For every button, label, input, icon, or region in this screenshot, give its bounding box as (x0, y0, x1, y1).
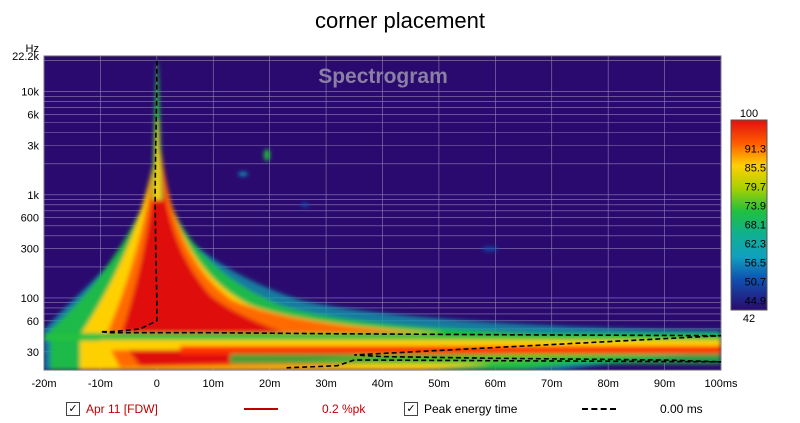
series-2-value-wrap: 0.00 ms (660, 399, 703, 419)
x-tick-label: 100ms (704, 378, 738, 390)
series-2-name: Peak energy time (424, 402, 518, 416)
blob-2 (238, 172, 248, 176)
x-tick-label: 0 (154, 378, 160, 390)
y-tick-label: 1k (27, 190, 39, 202)
series-1-swatch-wrap (244, 399, 278, 419)
x-tick-label: 10m (203, 378, 224, 390)
series-1-swatch (244, 408, 278, 410)
x-tick-label: 20m (259, 378, 280, 390)
x-tick-label: 40m (372, 378, 393, 390)
y-tick-label: 600 (21, 213, 39, 225)
colorbar-tick-label: 62.3 (745, 239, 766, 251)
colorbar-tick-label: 50.7 (745, 277, 766, 289)
y-tick-label: 30 (27, 347, 39, 359)
colorbar-tick-label: 91.3 (745, 144, 766, 156)
heat-layer-red (120, 160, 360, 366)
x-tick-label: 90m (654, 378, 675, 390)
colorbar-min: 42 (743, 313, 755, 325)
chart-title: corner placement (315, 8, 485, 33)
x-tick-label: 60m (485, 378, 506, 390)
y-tick-labels: 22.2k 10k 6k 3k 1k 600 300 100 60 30 (12, 51, 39, 359)
series-1-value: 0.2 %pk (322, 402, 366, 416)
y-tick-label: 10k (21, 87, 39, 99)
watermark: Spectrogram (318, 65, 448, 88)
band-yellow (100, 340, 721, 350)
y-unit-label: Hz (26, 43, 39, 55)
y-tick-label: 300 (21, 244, 39, 256)
x-tick-label: 50m (428, 378, 449, 390)
peak-energy-time-line (100, 60, 721, 369)
y-tick-label: 100 (21, 293, 39, 305)
y-tick-label: 6k (27, 110, 39, 122)
band-green-upper (44, 333, 721, 341)
legend-series-1[interactable]: ✓ Apr 11 [FDW] (66, 399, 158, 419)
heatmap-field (44, 62, 721, 370)
colorbar (730, 119, 768, 311)
blob-4 (482, 247, 498, 251)
series-1-name: Apr 11 [FDW] (86, 402, 158, 416)
colorbar-tick-label: 79.7 (745, 182, 766, 194)
colorbar-tick-label: 68.1 (745, 220, 766, 232)
colorbar-tick-label: 44.9 (745, 296, 766, 308)
colorbar-tick-label: 73.9 (745, 201, 766, 213)
y-tick-label: 22.2k (12, 51, 39, 63)
x-tick-label: 80m (597, 378, 618, 390)
x-tick-label: -10m (88, 378, 113, 390)
series-1-checkbox[interactable]: ✓ (66, 402, 80, 416)
legend-series-2[interactable]: ✓ Peak energy time (404, 399, 517, 419)
blob-3 (301, 203, 309, 207)
series-2-checkbox[interactable]: ✓ (404, 402, 418, 416)
series-1-value-wrap: 0.2 %pk (322, 399, 365, 419)
band-green-lower (230, 354, 721, 364)
y-tick-label: 3k (27, 141, 39, 153)
blob-1 (264, 149, 270, 161)
colorbar-tick-labels: 91.3 85.5 79.7 73.9 68.1 62.3 56.5 50.7 44.9 (745, 144, 766, 308)
series-2-swatch-wrap (582, 399, 616, 419)
colorbar-tick-label: 85.5 (745, 163, 766, 175)
colorbar-tick-label: 56.5 (745, 258, 766, 270)
series-2-value: 0.00 ms (660, 402, 703, 416)
colorbar-max: 100 (740, 108, 758, 120)
x-tick-label: 30m (315, 378, 336, 390)
series-2-swatch (582, 408, 616, 410)
x-tick-label: 70m (541, 378, 562, 390)
x-tick-label: -20m (31, 378, 56, 390)
y-tick-label: 60 (27, 316, 39, 328)
x-tick-labels: -20m -10m 0 10m 20m 30m 40m 50m 60m 70m 80m 90m 100m… (31, 378, 738, 390)
spike-core (154, 120, 161, 200)
heat-layer-orange (105, 150, 720, 368)
